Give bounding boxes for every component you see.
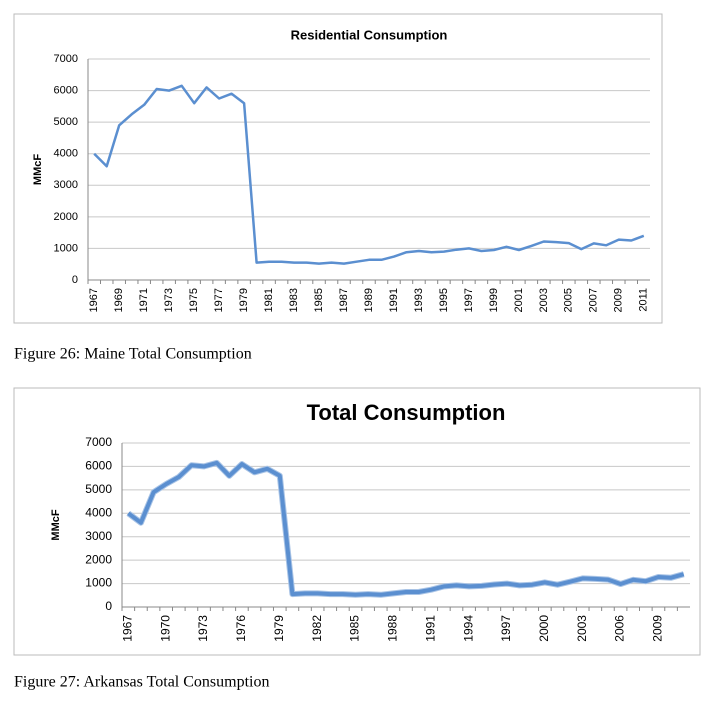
- x-tick-label: 1983: [288, 288, 300, 312]
- x-tick-label: 1987: [338, 288, 350, 312]
- x-tick-label: 1967: [88, 288, 100, 312]
- chart-title: Residential Consumption: [291, 27, 448, 42]
- y-tick-label: 6000: [54, 84, 78, 96]
- x-tick-label: 1977: [213, 288, 225, 312]
- y-tick-label: 7000: [54, 53, 78, 65]
- y-tick-label: 4000: [54, 148, 78, 160]
- x-tick-label: 2003: [538, 288, 550, 312]
- y-tick-label: 5000: [85, 482, 112, 496]
- chart-frame: [13, 13, 663, 324]
- y-tick-label: 2000: [85, 552, 112, 566]
- chart-frame: [13, 387, 701, 656]
- x-tick-label: 1979: [238, 288, 250, 312]
- y-tick-label: 3000: [85, 529, 112, 543]
- caption: Figure 26: Maine Total Consumption: [14, 346, 252, 363]
- y-tick-label: 0: [105, 599, 112, 613]
- y-tick-label: 0: [72, 274, 78, 286]
- y-tick-label: 2000: [54, 211, 78, 223]
- x-tick-label: 1979: [272, 615, 286, 642]
- x-tick-label: 1970: [158, 615, 172, 642]
- x-tick-label: 1997: [499, 615, 513, 642]
- y-tick-label: 3000: [54, 179, 78, 191]
- x-tick-label: 1991: [388, 288, 400, 312]
- x-tick-label: 1985: [313, 288, 325, 312]
- y-tick-label: 7000: [85, 435, 112, 449]
- x-tick-label: 1995: [438, 288, 450, 312]
- x-tick-label: 1991: [423, 615, 437, 642]
- x-tick-label: 2005: [563, 288, 575, 312]
- x-tick-label: 1973: [163, 288, 175, 312]
- x-tick-label: 2009: [613, 288, 625, 312]
- x-tick-label: 1989: [363, 288, 375, 312]
- x-tick-label: 1985: [348, 615, 362, 642]
- x-tick-label: 1976: [234, 615, 248, 642]
- y-tick-label: 6000: [85, 459, 112, 473]
- y-tick-label: 1000: [54, 242, 78, 254]
- line: [127, 460, 685, 597]
- x-tick-label: 1982: [310, 615, 324, 642]
- x-tick-label: 1973: [196, 615, 210, 642]
- x-tick-label: 2009: [651, 615, 665, 642]
- x-tick-label: 2001: [513, 288, 525, 312]
- line: [93, 84, 645, 265]
- x-tick-label: 1967: [120, 615, 134, 642]
- x-tick-label: 1971: [138, 288, 150, 312]
- x-tick-label: 1975: [188, 288, 200, 312]
- chart-title: Total Consumption: [307, 400, 506, 425]
- y-tick-label: 1000: [85, 576, 112, 590]
- x-tick-label: 2011: [638, 288, 650, 312]
- x-tick-label: 2007: [588, 288, 600, 312]
- y-tick-label: 4000: [85, 505, 112, 519]
- x-tick-label: 1997: [463, 288, 475, 312]
- x-tick-label: 2000: [537, 615, 551, 642]
- x-tick-label: 1994: [461, 615, 475, 642]
- x-tick-label: 1999: [488, 288, 500, 312]
- y-tick-label: 5000: [54, 116, 78, 128]
- caption: Figure 27: Arkansas Total Consumption: [14, 674, 269, 691]
- y-axis-label: MMcF: [32, 154, 44, 185]
- x-tick-label: 2003: [575, 615, 589, 642]
- x-tick-label: 1993: [413, 288, 425, 312]
- x-tick-label: 1988: [386, 615, 400, 642]
- x-tick-label: 1981: [263, 288, 275, 312]
- x-tick-label: 1969: [113, 288, 125, 312]
- y-axis-label: MMcF: [50, 509, 62, 540]
- x-tick-label: 2006: [613, 615, 627, 642]
